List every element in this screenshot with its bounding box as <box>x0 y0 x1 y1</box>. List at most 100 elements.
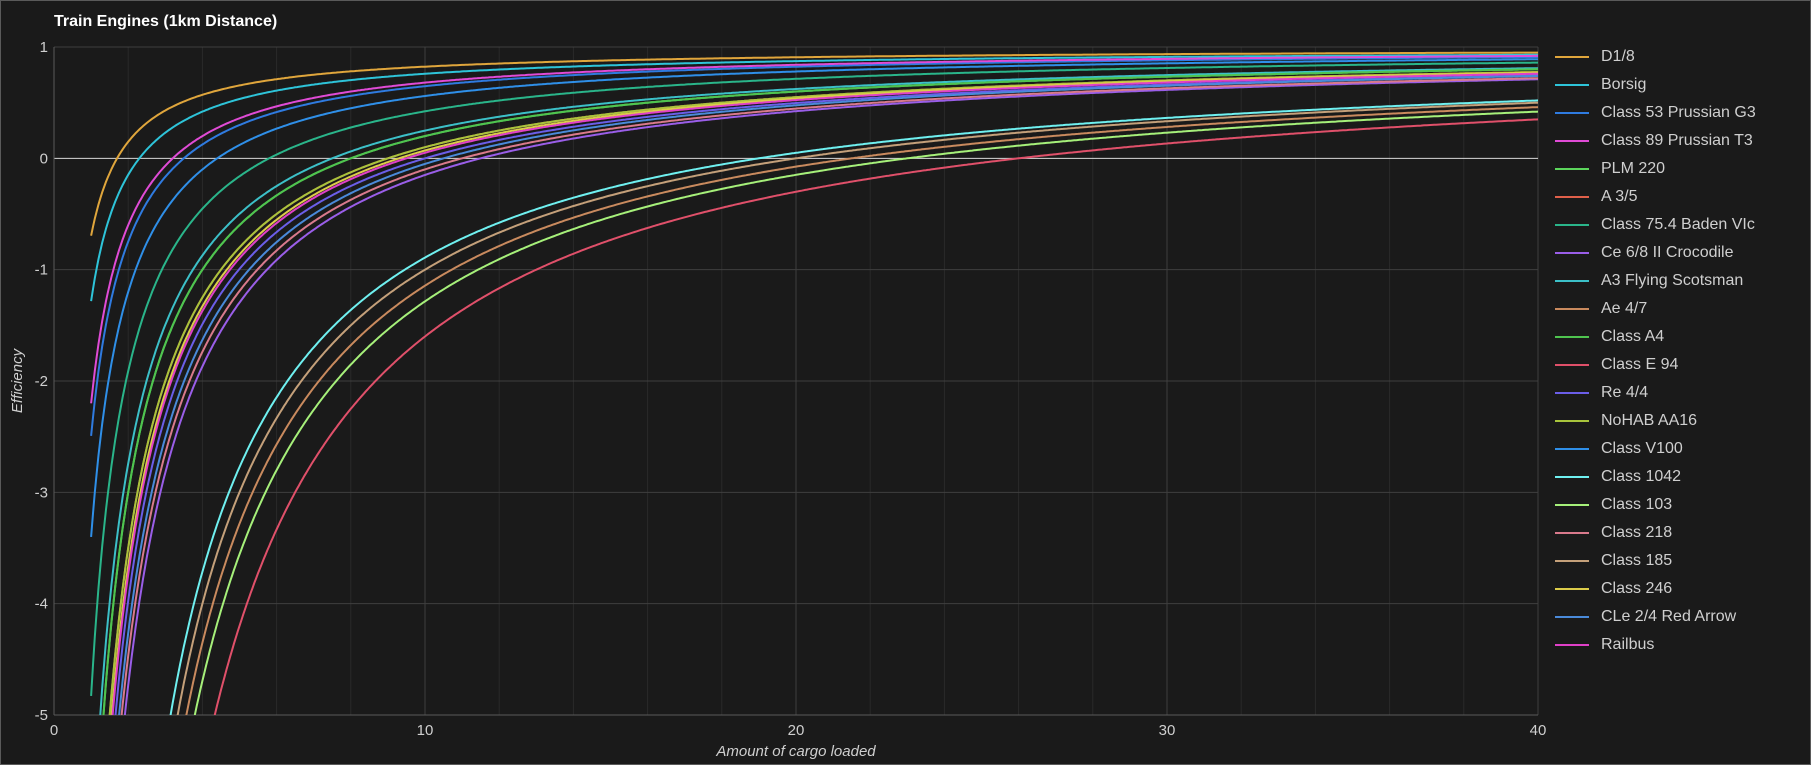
legend-swatch <box>1555 476 1589 478</box>
series-line <box>213 118 1538 715</box>
legend-label: Class 53 Prussian G3 <box>1601 104 1756 121</box>
legend-item[interactable]: A3 Flying Scotsman <box>1555 267 1805 295</box>
series-line <box>123 78 1538 715</box>
legend-swatch <box>1555 392 1589 394</box>
legend-swatch <box>1555 336 1589 338</box>
legend-item[interactable]: Ce 6/8 II Crocodile <box>1555 239 1805 267</box>
x-axis-label: Amount of cargo loaded <box>715 743 876 760</box>
legend-label: PLM 220 <box>1601 160 1666 177</box>
y-tick-label: -3 <box>35 484 48 501</box>
series-line <box>118 74 1538 715</box>
y-axis-label: Efficiency <box>9 347 26 413</box>
series-line <box>102 68 1538 715</box>
legend-item[interactable]: Re 4/4 <box>1555 379 1805 407</box>
legend: D1/8 Borsig Class 53 Prussian G3 Class 89 P… <box>1555 43 1805 659</box>
series-line <box>114 74 1538 715</box>
legend-item[interactable]: Class V100 <box>1555 435 1805 463</box>
series-line <box>90 51 1538 236</box>
series-line <box>90 56 1538 437</box>
legend-label: Class 103 <box>1601 496 1673 513</box>
y-tick-label: -5 <box>35 707 48 724</box>
legend-swatch <box>1555 196 1589 198</box>
legend-item[interactable]: Class 246 <box>1555 575 1805 603</box>
legend-label: NoHAB AA16 <box>1601 412 1698 429</box>
legend-label: Class 218 <box>1601 524 1673 541</box>
legend-swatch <box>1555 140 1589 142</box>
legend-swatch <box>1555 644 1589 646</box>
legend-item[interactable]: Railbus <box>1555 631 1805 659</box>
series-line <box>90 54 1538 404</box>
legend-label: Class A4 <box>1601 328 1665 345</box>
legend-swatch <box>1555 280 1589 282</box>
legend-swatch <box>1555 56 1589 58</box>
y-tick-label: 0 <box>40 150 48 167</box>
legend-item[interactable]: Class 103 <box>1555 491 1805 519</box>
series-line <box>120 77 1538 715</box>
series-line <box>169 99 1538 715</box>
x-tick-label: 10 <box>417 722 434 739</box>
legend-swatch <box>1555 252 1589 254</box>
legend-item[interactable]: NoHAB AA16 <box>1555 407 1805 435</box>
legend-label: D1/8 <box>1601 48 1635 65</box>
series-line <box>90 53 1538 302</box>
legend-item[interactable]: Class 185 <box>1555 547 1805 575</box>
legend-label: A 3/5 <box>1601 188 1638 205</box>
y-tick-label: -4 <box>35 596 48 613</box>
legend-swatch <box>1555 448 1589 450</box>
legend-label: Re 4/4 <box>1601 384 1649 401</box>
legend-label: Class V100 <box>1601 440 1683 457</box>
legend-label: A3 Flying Scotsman <box>1601 272 1744 289</box>
legend-item[interactable]: Class 53 Prussian G3 <box>1555 99 1805 127</box>
legend-swatch <box>1555 504 1589 506</box>
legend-item[interactable]: Class 218 <box>1555 519 1805 547</box>
legend-label: Class 185 <box>1601 552 1673 569</box>
legend-swatch <box>1555 224 1589 226</box>
legend-swatch <box>1555 560 1589 562</box>
legend-item[interactable]: Class 75.4 Baden VIc <box>1555 211 1805 239</box>
series-line <box>111 72 1538 715</box>
legend-label: Railbus <box>1601 636 1655 653</box>
legend-item[interactable]: A 3/5 <box>1555 183 1805 211</box>
legend-item[interactable]: Class 1042 <box>1555 463 1805 491</box>
legend-label: Class 89 Prussian T3 <box>1601 132 1753 149</box>
series-line <box>102 68 1538 715</box>
legend-item[interactable]: Class 89 Prussian T3 <box>1555 127 1805 155</box>
legend-item[interactable]: Class E 94 <box>1555 351 1805 379</box>
legend-label: Ce 6/8 II Crocodile <box>1601 244 1734 261</box>
series-line <box>185 106 1538 715</box>
legend-swatch <box>1555 308 1589 310</box>
y-tick-label: -2 <box>35 373 48 390</box>
series-line <box>90 61 1538 696</box>
legend-item[interactable]: Ae 4/7 <box>1555 295 1805 323</box>
legend-swatch <box>1555 532 1589 534</box>
legend-swatch <box>1555 84 1589 86</box>
legend-label: Class 75.4 Baden VIc <box>1601 216 1755 233</box>
legend-swatch <box>1555 420 1589 422</box>
legend-swatch <box>1555 168 1589 170</box>
series-line <box>108 71 1538 715</box>
series-line <box>176 101 1538 715</box>
series-line <box>90 58 1538 537</box>
legend-item[interactable]: D1/8 <box>1555 43 1805 71</box>
x-tick-label: 0 <box>50 722 58 739</box>
legend-item[interactable]: PLM 220 <box>1555 155 1805 183</box>
legend-item[interactable]: CLe 2/4 Red Arrow <box>1555 603 1805 631</box>
legend-swatch <box>1555 112 1589 114</box>
legend-item[interactable]: Borsig <box>1555 71 1805 99</box>
legend-swatch <box>1555 616 1589 618</box>
chart-title: Train Engines (1km Distance) <box>54 13 278 30</box>
series-line <box>99 67 1538 715</box>
legend-label: Ae 4/7 <box>1601 300 1648 317</box>
legend-label: CLe 2/4 Red Arrow <box>1601 608 1737 625</box>
x-tick-label: 30 <box>1159 722 1176 739</box>
x-tick-label: 20 <box>788 722 805 739</box>
y-tick-label: 1 <box>40 39 48 56</box>
legend-label: Class E 94 <box>1601 356 1679 373</box>
legend-item[interactable]: Class A4 <box>1555 323 1805 351</box>
x-tick-label: 40 <box>1530 722 1547 739</box>
series-line <box>193 110 1538 715</box>
series-line <box>108 71 1538 715</box>
y-tick-label: -1 <box>35 262 48 279</box>
